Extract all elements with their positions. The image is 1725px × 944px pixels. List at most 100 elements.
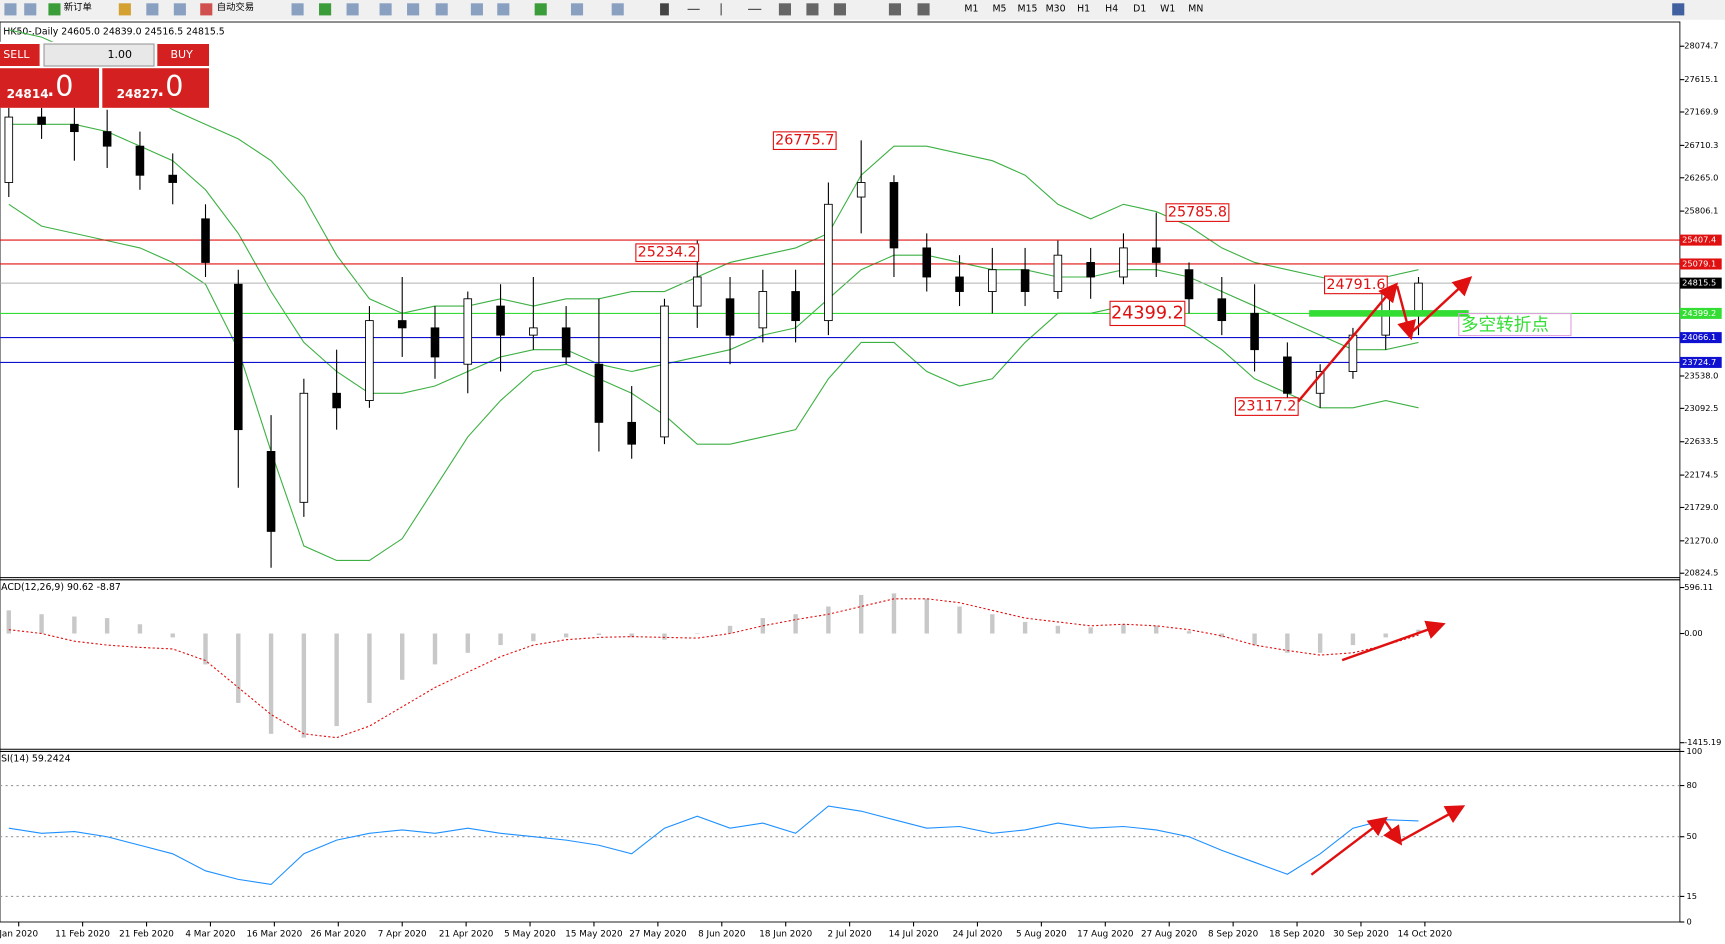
icon[interactable]: [24, 3, 37, 16]
y-tick-label: 21270.0: [1684, 535, 1718, 545]
icon[interactable]: [720, 3, 722, 16]
icon[interactable]: [888, 3, 902, 16]
price-annotation: 23117.2: [1237, 399, 1296, 415]
sell-price-box[interactable]: [0, 68, 100, 108]
arrow: [1382, 818, 1403, 846]
candle-body: [168, 174, 178, 183]
macd-bar: [104, 618, 110, 634]
icon[interactable]: [1672, 3, 1685, 16]
macd-bar: [39, 614, 44, 634]
timeframe-button[interactable]: M1: [964, 3, 978, 14]
icon[interactable]: [534, 3, 547, 16]
level-label: 24066.1: [1682, 332, 1716, 342]
candle-body: [1217, 298, 1227, 322]
lot-value: 1.00: [108, 48, 132, 61]
icon[interactable]: [833, 3, 846, 16]
macd-bar: [1383, 633, 1388, 638]
candle-body: [430, 327, 440, 358]
icon[interactable]: [806, 3, 819, 16]
timeframe-button[interactable]: H4: [1105, 3, 1118, 14]
timeframe-button[interactable]: H1: [1077, 3, 1090, 14]
candle-body: [37, 116, 46, 125]
icon[interactable]: [200, 3, 213, 16]
timeframe-button[interactable]: MN: [1188, 3, 1203, 14]
icon[interactable]: [407, 3, 420, 16]
candle-body: [824, 203, 833, 322]
level-label-bg: [1679, 332, 1722, 344]
icon[interactable]: [173, 3, 186, 16]
level-label-bg: [1679, 277, 1722, 289]
trade-panel: SELL 1.00 BUY 24814 .0 24827 .0: [0, 41, 210, 108]
y-tick-label: 0.00: [1684, 628, 1702, 638]
y-tick-label: 28074.7: [1684, 41, 1718, 51]
timeframe-button[interactable]: M30: [1046, 3, 1066, 14]
y-tick-label: 22174.5: [1684, 470, 1718, 480]
y-tick-label: 0: [1686, 916, 1691, 926]
macd-bar: [367, 633, 372, 703]
x-tick-label: 21 Feb 2020: [119, 930, 174, 940]
icon[interactable]: [48, 3, 61, 16]
icon[interactable]: [778, 3, 791, 16]
toolbar-button[interactable]: 自动交易: [217, 1, 254, 13]
icon[interactable]: [917, 3, 930, 16]
candle-body: [725, 298, 735, 336]
icon[interactable]: [379, 3, 392, 16]
icon[interactable]: [146, 3, 159, 16]
candle-body: [4, 116, 14, 183]
x-tick-label: 18 Sep 2020: [1269, 930, 1325, 940]
x-tick-label: Jan 2020: [0, 930, 38, 940]
icon[interactable]: [4, 3, 17, 16]
sell-button[interactable]: [0, 44, 40, 67]
arrow: [1310, 816, 1388, 876]
buy-price-box[interactable]: [102, 68, 210, 108]
y-tick-label: 26265.0: [1684, 172, 1718, 182]
macd-bar: [236, 633, 241, 703]
candle-body: [365, 320, 374, 401]
x-tick-label: 18 Jun 2020: [759, 930, 812, 940]
icon[interactable]: [291, 3, 304, 16]
toolbar: [0, 0, 1725, 20]
candle-body: [102, 131, 112, 147]
toolbar-button[interactable]: 新订单: [64, 1, 92, 13]
level-label-bg: [1679, 356, 1722, 368]
icon[interactable]: [497, 3, 510, 16]
icon[interactable]: [118, 3, 131, 16]
candle-body: [201, 218, 210, 263]
y-tick-label: 25806.1: [1684, 206, 1718, 216]
icon[interactable]: [435, 3, 448, 16]
lot-input[interactable]: [43, 43, 155, 67]
timeframe-button[interactable]: M15: [1018, 3, 1038, 14]
price-annotation-box: [772, 131, 837, 151]
icon[interactable]: [660, 3, 669, 16]
buy-price: 24827: [117, 87, 159, 101]
sell-price: 24814: [7, 87, 49, 101]
y-tick-label: 27169.9: [1684, 106, 1718, 116]
candle-body: [1020, 269, 1030, 292]
rsi-line: [8, 805, 1419, 886]
y-tick-label: 80: [1686, 780, 1696, 790]
icon[interactable]: [748, 8, 762, 10]
y-tick-label: 23538.0: [1684, 370, 1718, 380]
x-tick-label: 16 Mar 2020: [246, 930, 302, 940]
icon[interactable]: [319, 3, 332, 16]
icon[interactable]: [346, 3, 359, 16]
buy-button[interactable]: [157, 44, 210, 67]
price-annotation: 26775.7: [775, 133, 834, 149]
icon[interactable]: [470, 3, 483, 16]
macd-bar: [1154, 625, 1159, 634]
icon[interactable]: [687, 8, 700, 10]
timeframe-button[interactable]: D1: [1133, 3, 1146, 14]
macd-bar: [858, 594, 864, 634]
timeframes: M1 M5 M15 M30 H1 H4 D1 W1 MN: [964, 3, 1203, 14]
macd-bar: [1317, 633, 1323, 653]
sell-price-fraction: .0: [46, 69, 73, 103]
price-annotation: 24399.2: [1111, 303, 1184, 323]
timeframe-button[interactable]: W1: [1160, 3, 1175, 14]
macd-bar: [268, 633, 274, 734]
icon[interactable]: [570, 3, 584, 16]
macd-bar: [1055, 625, 1061, 634]
icon[interactable]: [611, 3, 624, 16]
timeframe-button[interactable]: M5: [992, 3, 1006, 14]
level-label: 24815.5: [1682, 278, 1716, 288]
x-tick-label: 8 Jun 2020: [698, 930, 746, 940]
